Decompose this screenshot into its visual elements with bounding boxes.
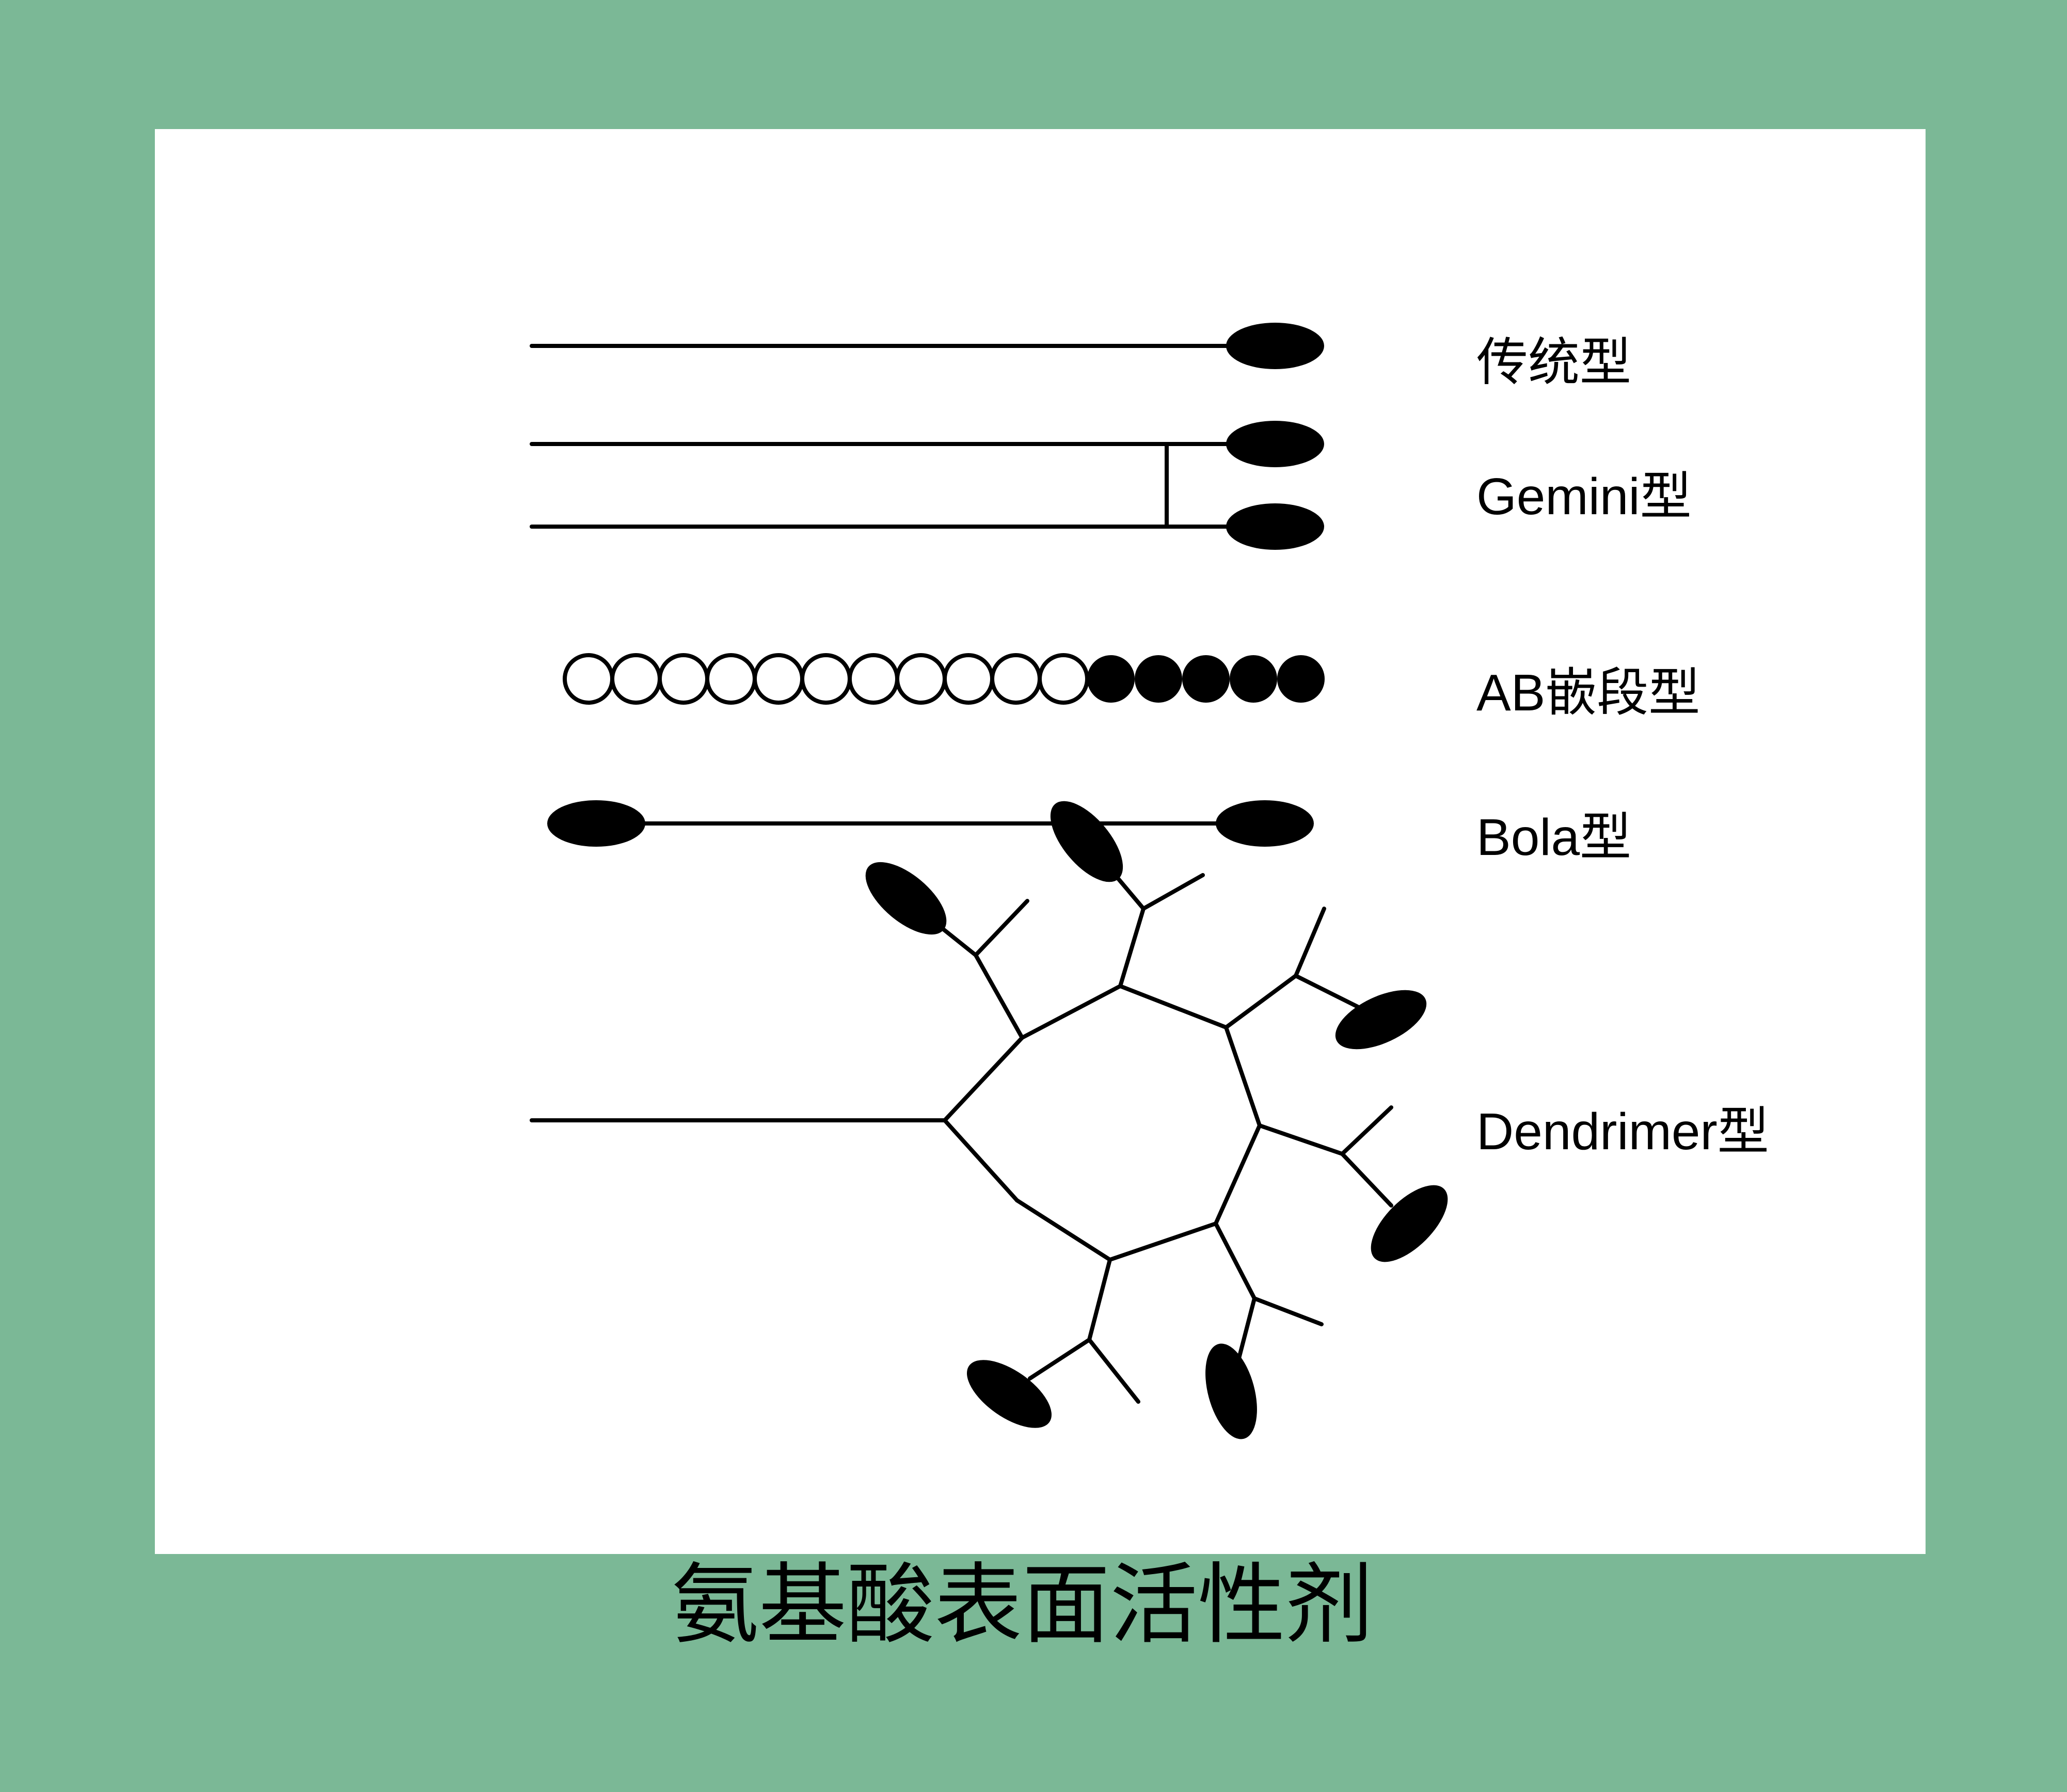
label-ab-block: AB嵌段型 — [1476, 651, 1700, 725]
label-traditional: 传统型 — [1476, 320, 1631, 395]
diagram-svg — [0, 0, 2067, 1792]
canvas: 传统型 Gemini型 AB嵌段型 Bola型 Dendrimer型 氨基酸表面… — [0, 0, 2067, 1792]
label-gemini: Gemini型 — [1476, 454, 1692, 529]
title: 氨基酸表面活性剂 — [671, 1533, 1373, 1660]
label-bola: Bola型 — [1476, 795, 1631, 870]
label-dendrimer: Dendrimer型 — [1476, 1089, 1769, 1164]
